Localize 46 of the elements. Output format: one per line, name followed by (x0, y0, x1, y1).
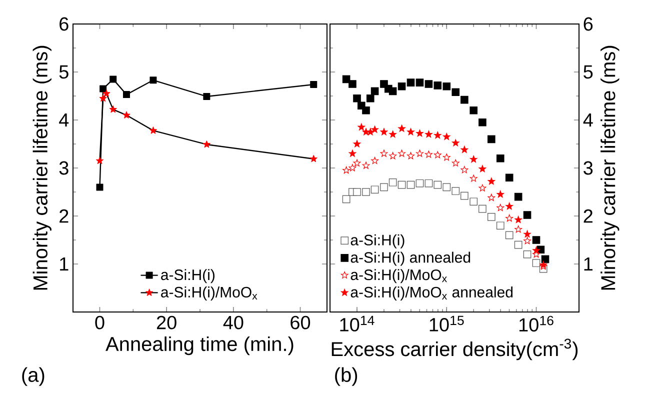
point (149, 126, 157, 134)
point (96, 156, 104, 164)
point (202, 140, 210, 148)
y2-tick-label: 5 (584, 65, 593, 79)
x-tick-label: 0 (95, 316, 104, 330)
y2-axis-title: Minority carrier lifetime (ms) (600, 46, 620, 290)
y2-tick-label: 3 (584, 161, 593, 175)
legend-label: a-Si:H(i) annealed (350, 252, 470, 266)
x-tick-label: 10$^{14}$ (340, 316, 374, 332)
y-tick-label: 1 (60, 257, 68, 271)
point (99, 94, 107, 102)
y2-tick-label: 2 (584, 209, 592, 223)
legend-label: a-Si:H(i)/MoO$_{x}$ (161, 286, 258, 300)
point (310, 154, 318, 162)
x-tick-label: 40 (223, 316, 244, 330)
y2-tick-label: 6 (584, 17, 593, 31)
y-tick-label: 2 (60, 209, 68, 223)
legend-label: a-Si:H(i)/MoO$_{x}$ annealed (350, 286, 513, 300)
point (110, 76, 117, 83)
x-axis-title: Excess carrier density(cm$^{-3}$) (332, 338, 578, 360)
x-axis-title: Annealing time (min.) (106, 336, 294, 356)
text: (a) (22, 367, 44, 386)
y-tick-label: 3 (59, 161, 68, 175)
x-tick-label: 10$^{16}$ (519, 316, 554, 332)
y2-tick-label: 4 (583, 113, 593, 127)
y-axis-title: Minority carrier lifetime (ms) (32, 46, 52, 290)
point (122, 111, 130, 118)
point (102, 90, 110, 97)
point (100, 85, 107, 92)
y2-tick-label: 1 (584, 257, 592, 271)
text: (b) (335, 367, 358, 386)
point (122, 91, 130, 98)
legend-label: a-Si:H(i)/MoO$_{x}$ (350, 269, 447, 284)
legend-label: a-Si:H(i) (161, 269, 214, 284)
y-tick-label: 5 (59, 65, 68, 79)
y-tick-label: 6 (60, 17, 68, 31)
legend-label: a-Si:H(i) (350, 234, 404, 248)
x-tick-label: 60 (290, 316, 310, 330)
x-tick-label: 10$^{15}$ (430, 316, 464, 332)
point (203, 92, 210, 100)
y-tick-label: 4 (59, 113, 69, 127)
point (109, 106, 117, 113)
point (96, 184, 104, 191)
point (150, 76, 157, 84)
point (310, 80, 318, 88)
x-tick-label: 20 (156, 316, 176, 330)
